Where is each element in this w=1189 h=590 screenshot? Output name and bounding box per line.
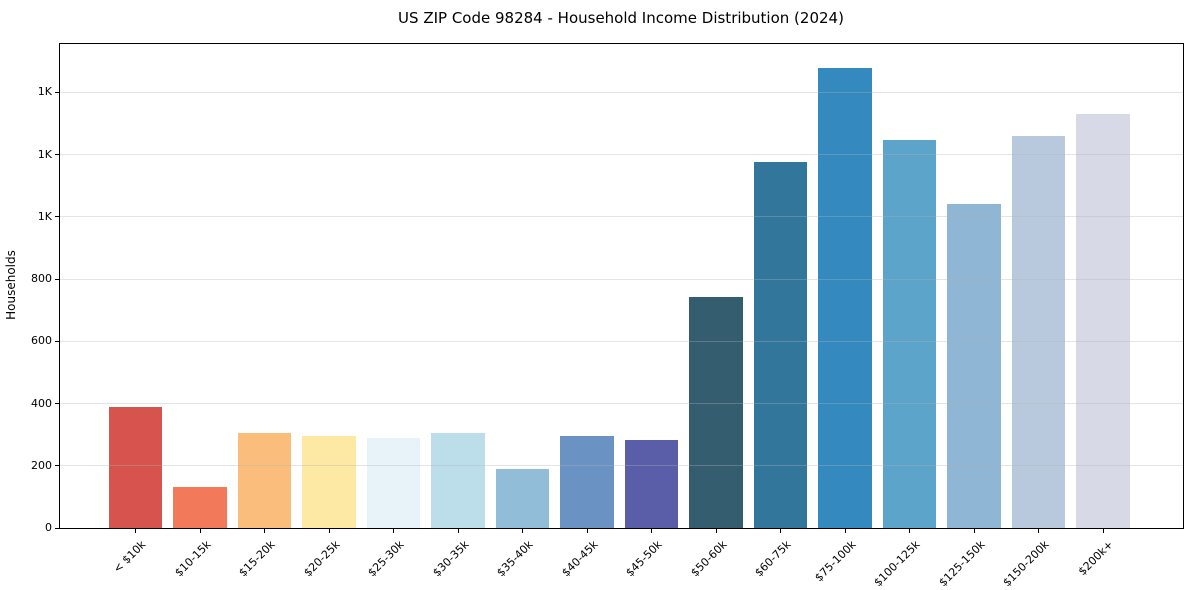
x-tick-mark	[199, 529, 201, 533]
bar-$125-150k	[947, 204, 1001, 528]
x-tick-label: $30-35k	[429, 538, 472, 580]
y-tick-label: 1K	[37, 85, 52, 99]
x-tick-label: $45-50k	[623, 538, 665, 580]
x-tick-label: $35-40k	[494, 538, 536, 580]
gridline-1400	[60, 91, 1183, 93]
x-tick-mark	[264, 529, 265, 533]
x-tick-label: $75-100k	[811, 538, 859, 585]
bar-$10-15k	[173, 486, 227, 528]
x-tick-mark	[780, 529, 781, 533]
x-tick-mark	[651, 529, 652, 533]
x-tick-label: $150-200k	[1000, 538, 1052, 590]
x-tick-mark	[973, 529, 975, 533]
bar-$20-25k	[302, 435, 356, 528]
gridline-400	[60, 403, 1183, 404]
x-tick-label: $15-20k	[236, 538, 278, 580]
y-tick-mark	[55, 527, 59, 529]
plot-area	[59, 43, 1184, 529]
y-tick-mark	[55, 216, 59, 218]
x-tick-label: $25-30k	[365, 538, 407, 580]
bar-$60-75k	[753, 162, 808, 528]
x-tick-label: $60-75k	[752, 538, 794, 580]
x-tick-label: $125-150k	[936, 538, 988, 590]
bar-$100-125k	[882, 139, 937, 528]
bar-< $10k	[108, 406, 163, 528]
y-tick-label: 400	[31, 396, 52, 410]
x-tick-mark	[1102, 529, 1104, 533]
x-tick-label: $40-45k	[558, 538, 601, 580]
x-tick-mark	[844, 529, 846, 533]
x-tick-mark	[328, 529, 330, 533]
gridline-1200	[60, 154, 1183, 155]
bar-$40-45k	[560, 435, 614, 528]
y-tick-mark	[55, 154, 59, 155]
bar-$35-40k	[495, 468, 550, 528]
x-tick-mark	[457, 529, 459, 533]
x-tick-label: $10-15k	[171, 538, 214, 580]
y-tick-label: 600	[31, 334, 52, 348]
y-tick-mark	[55, 403, 59, 404]
x-tick-mark	[715, 529, 717, 533]
x-tick-mark	[909, 529, 910, 533]
bar-$150-200k	[1011, 136, 1066, 528]
gridline-200	[60, 465, 1183, 467]
bar-$200k+	[1076, 114, 1130, 528]
bar-$15-20k	[237, 433, 292, 528]
x-tick-mark	[1038, 529, 1039, 533]
x-tick-mark	[586, 529, 588, 533]
x-tick-label: $200k+	[1076, 538, 1117, 579]
bar-$45-50k	[624, 439, 679, 528]
x-tick-label: $100-125k	[871, 538, 923, 590]
y-tick-mark	[55, 340, 59, 342]
gridline-600	[60, 340, 1183, 342]
y-tick-label: 800	[31, 272, 52, 285]
gridline-1000	[60, 216, 1183, 218]
x-tick-mark	[393, 529, 394, 533]
y-tick-mark	[55, 91, 59, 93]
y-tick-label: 1K	[37, 209, 52, 223]
x-tick-mark	[135, 529, 136, 533]
y-tick-label: 0	[45, 521, 52, 534]
x-tick-label: $50-60k	[687, 538, 730, 580]
y-tick-mark	[55, 465, 59, 467]
y-tick-label: 200	[31, 458, 52, 472]
y-tick-label: 1K	[37, 147, 52, 161]
x-tick-label: < $10k	[111, 538, 149, 576]
bar-$30-35k	[431, 433, 485, 528]
chart-title: US ZIP Code 98284 - Household Income Dis…	[398, 9, 844, 27]
bar-$75-100k	[818, 68, 872, 528]
bar-$25-30k	[366, 438, 421, 528]
x-tick-label: $20-25k	[300, 538, 343, 580]
x-tick-mark	[522, 529, 523, 533]
y-tick-mark	[55, 278, 59, 280]
gridline-800	[60, 278, 1183, 280]
bar-$50-60k	[689, 297, 743, 528]
